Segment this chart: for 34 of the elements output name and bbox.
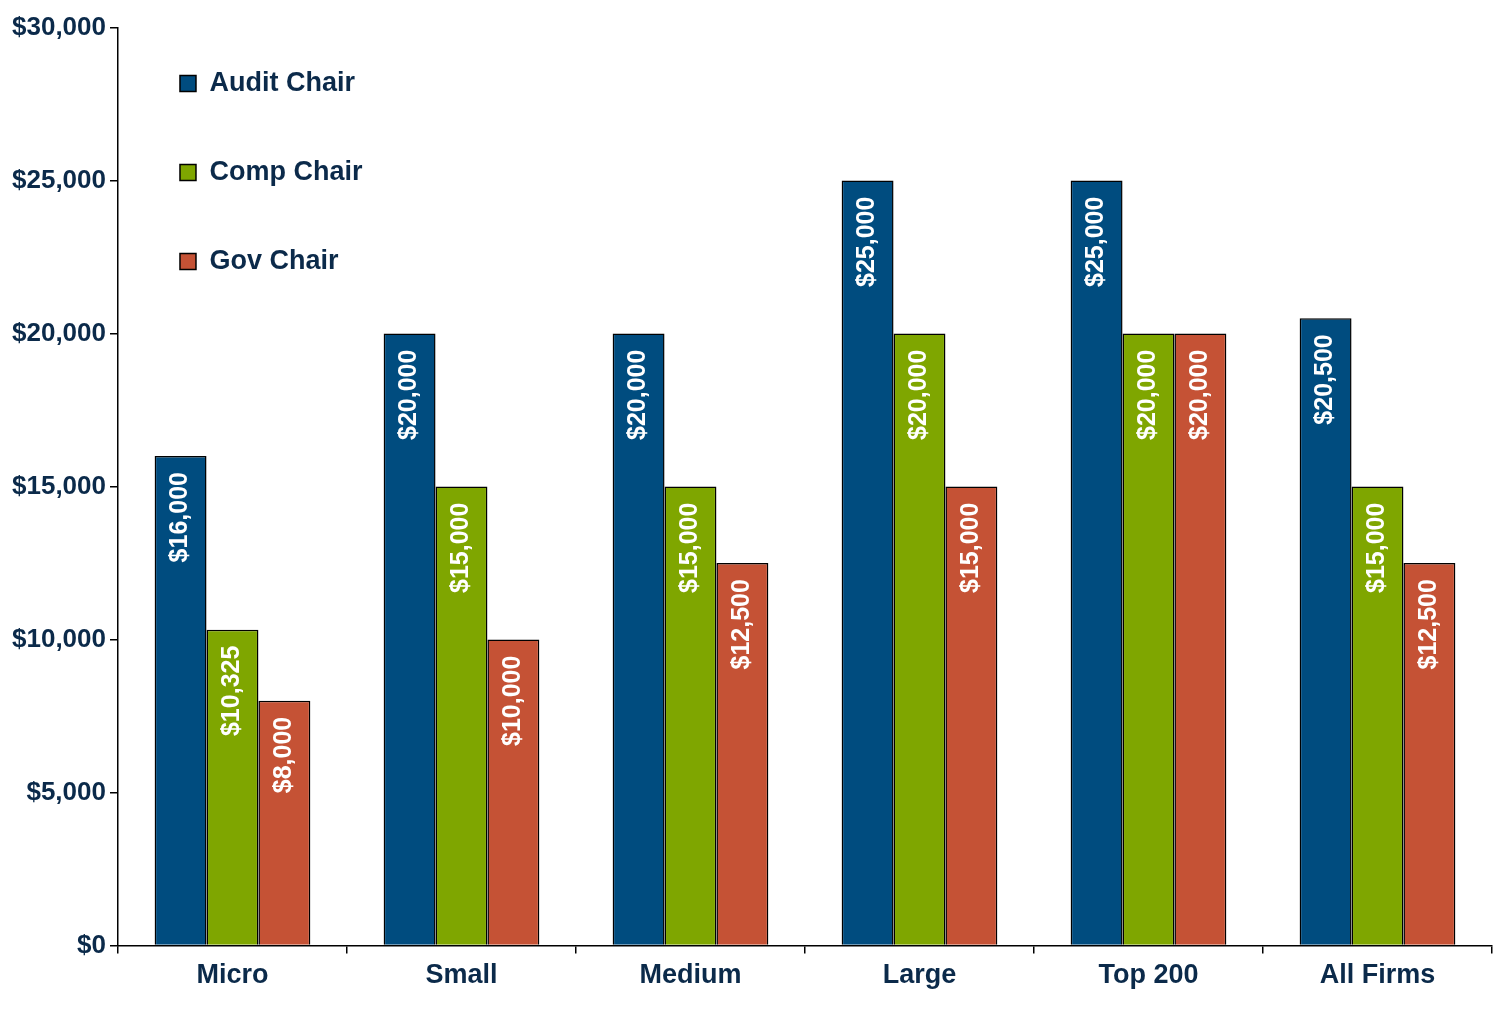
y-tick-label: $10,000 xyxy=(12,622,106,653)
data-label: $20,000 xyxy=(903,349,932,440)
data-label: $20,000 xyxy=(393,349,422,440)
x-tick-label: Large xyxy=(882,959,957,990)
data-label: $25,000 xyxy=(1080,196,1109,287)
data-label: $20,000 xyxy=(1132,349,1161,440)
x-tick-label: Small xyxy=(425,959,498,990)
data-label: $12,500 xyxy=(726,579,755,670)
y-tick-label: $30,000 xyxy=(12,10,106,41)
data-label: $15,000 xyxy=(445,502,474,593)
data-label: $20,500 xyxy=(1309,334,1338,425)
x-tick-label: Top 200 xyxy=(1098,959,1199,990)
data-label: $25,000 xyxy=(851,196,880,287)
data-label: $15,000 xyxy=(674,502,703,593)
data-label: $15,000 xyxy=(1361,502,1390,593)
data-label: $20,000 xyxy=(1184,349,1213,440)
data-label: $10,325 xyxy=(216,645,245,737)
x-tick-label: Micro xyxy=(196,959,269,990)
legend-label: Audit Chair xyxy=(209,66,356,97)
data-label: $16,000 xyxy=(164,472,193,563)
y-tick-label: $5,000 xyxy=(26,775,106,806)
legend-label: Comp Chair xyxy=(209,155,363,186)
y-tick-label: $25,000 xyxy=(12,163,106,194)
data-label: $15,000 xyxy=(955,502,984,593)
legend-label: Gov Chair xyxy=(209,244,339,275)
y-tick-label: $0 xyxy=(77,928,106,959)
x-tick-label: Medium xyxy=(639,959,742,990)
y-tick-label: $15,000 xyxy=(12,469,106,500)
x-tick-label: All Firms xyxy=(1319,959,1436,990)
data-label: $8,000 xyxy=(268,716,297,794)
data-label: $20,000 xyxy=(622,349,651,440)
y-tick-label: $20,000 xyxy=(12,316,106,347)
data-label: $12,500 xyxy=(1413,579,1442,670)
data-label: $10,000 xyxy=(497,655,526,746)
